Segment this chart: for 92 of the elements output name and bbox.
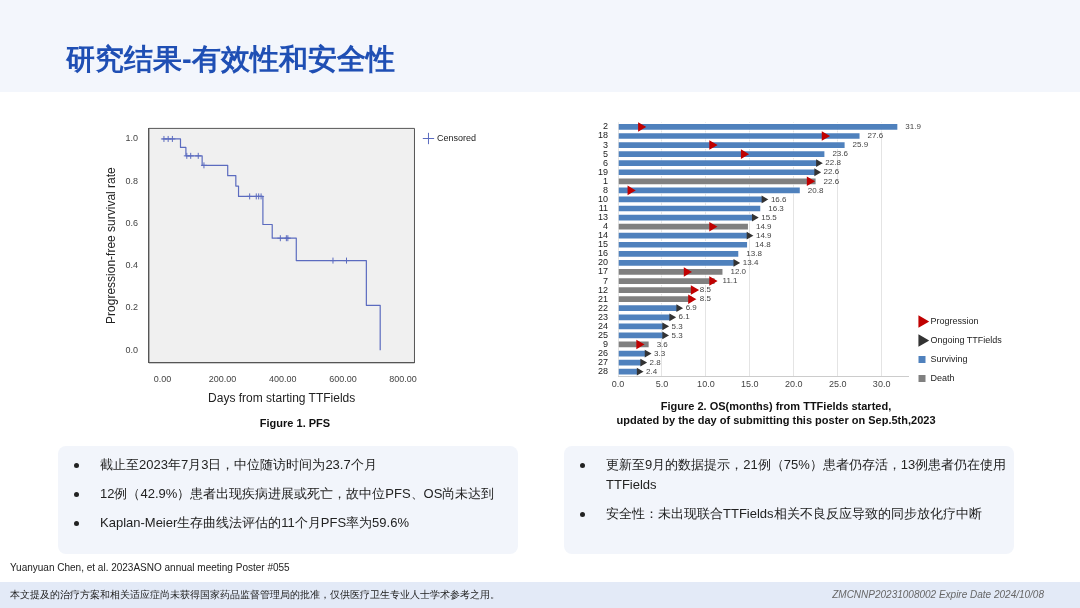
y-tick-label: 27 bbox=[598, 357, 609, 368]
data-label: 3.6 bbox=[656, 339, 669, 349]
y-tick-label: 26 bbox=[598, 348, 609, 359]
y-tick-label: 10 bbox=[598, 193, 609, 204]
x-tick-label: 800.00 bbox=[389, 373, 417, 384]
x-tick-label: 20.0 bbox=[785, 379, 803, 390]
y-tick-label: 28 bbox=[598, 366, 609, 377]
x-tick-label: 30.0 bbox=[872, 379, 891, 390]
x-tick-label: 15.0 bbox=[741, 379, 759, 390]
text: 12例（42.9%）患者出现疾病进展或死亡，故中位PFS、OS尚未达到 bbox=[99, 485, 496, 503]
data-label: 16.3 bbox=[768, 203, 785, 213]
data-label: 13.4 bbox=[742, 258, 759, 268]
x-tick-label: 400.00 bbox=[268, 373, 297, 384]
x-tick-label: 0.00 bbox=[153, 373, 172, 384]
y-tick-label: 0.4 bbox=[125, 260, 138, 271]
y-tick-label: 3 bbox=[603, 139, 609, 150]
y-tick-label: 0.0 bbox=[125, 344, 138, 355]
data-label: 16.6 bbox=[770, 194, 788, 204]
text: 截止至2023年7月3日，中位随访时间为23.7个月 bbox=[99, 456, 378, 474]
legend-label: Censored bbox=[436, 132, 477, 143]
data-label: 11.1 bbox=[722, 276, 739, 286]
data-label: 15.5 bbox=[761, 212, 778, 222]
text: Kaplan-Meier生存曲线法评估的11个月PFS率为59.6% bbox=[99, 514, 410, 532]
legend-label: Surviving bbox=[930, 353, 968, 364]
y-tick-label: 19 bbox=[598, 166, 609, 177]
y-tick-label: 12 bbox=[598, 284, 609, 295]
text: 本文提及的治疗方案和相关适应症尚未获得国家药品监督管理局的批准，仅供医疗卫生专业人士学术参考之用。 bbox=[10, 588, 500, 602]
text: Figure 2. OS(months) from TTFields started, updated by the day of submitting this poster on Sep.5th,2023 bbox=[615, 399, 937, 427]
data-label: 14.8 bbox=[755, 239, 772, 249]
text: 安全性：未出现联合TTFields相关不良反应导致的同步放化疗中断 bbox=[605, 505, 983, 523]
text: ZMCNNP20231008002 Expire Date 2024/10/08 bbox=[832, 589, 1044, 600]
text: 更新至9月的数据提示，21例（75%）患者仍存活，13例患者仍在使用TTFields bbox=[605, 456, 1008, 494]
y-tick-label: 23 bbox=[598, 311, 609, 322]
y-tick-label: 15 bbox=[598, 239, 609, 250]
x-tick-label: 5.0 bbox=[655, 379, 669, 390]
data-label: 27.6 bbox=[867, 131, 884, 141]
data-label: 6.1 bbox=[678, 312, 691, 322]
y-tick-label: 7 bbox=[603, 275, 609, 286]
data-label: 25.9 bbox=[852, 140, 869, 150]
text: Figure 1. PFS bbox=[258, 416, 332, 430]
data-label: 2.4 bbox=[646, 366, 658, 376]
x-tick-label: 600.00 bbox=[329, 373, 357, 384]
y-tick-label: 24 bbox=[598, 320, 609, 331]
y-tick-label: 13 bbox=[598, 212, 609, 223]
data-label: 5.3 bbox=[671, 321, 684, 331]
y-tick-label: 0.6 bbox=[125, 217, 138, 228]
legend-label: Progression bbox=[930, 315, 979, 326]
y-tick-label: 16 bbox=[598, 248, 609, 259]
text: 研究结果-有效性和安全性 bbox=[66, 42, 395, 77]
data-label: 14.9 bbox=[755, 230, 773, 240]
y-tick-label: 25 bbox=[598, 329, 609, 340]
data-label: 31.9 bbox=[905, 122, 922, 132]
y-tick-label: 8 bbox=[603, 184, 609, 195]
x-tick-label: 10.0 bbox=[697, 379, 715, 390]
data-label: 22.8 bbox=[825, 158, 842, 168]
y-tick-label: 1.0 bbox=[125, 133, 138, 144]
y-tick-label: 4 bbox=[603, 221, 609, 232]
data-label: 14.9 bbox=[755, 221, 773, 231]
data-label: 3.3 bbox=[654, 348, 666, 358]
legend-label: Ongoing TTFields bbox=[930, 334, 1003, 345]
data-label: 8.5 bbox=[699, 294, 712, 304]
y-tick-label: 18 bbox=[598, 130, 609, 141]
x-tick-label: 200.00 bbox=[208, 373, 237, 384]
data-label: 13.8 bbox=[746, 249, 763, 259]
data-label: 22.6 bbox=[823, 176, 840, 186]
data-label: 8.5 bbox=[699, 285, 712, 295]
y-tick-label: 1 bbox=[603, 175, 609, 186]
data-label: 12.0 bbox=[730, 267, 747, 277]
y-tick-label: 22 bbox=[598, 302, 609, 313]
x-axis-title: Days from starting TTFields bbox=[208, 391, 356, 406]
x-tick-label: 25.0 bbox=[828, 379, 847, 390]
y-tick-label: 21 bbox=[598, 293, 609, 304]
data-label: 23.6 bbox=[832, 149, 849, 159]
y-tick-label: 20 bbox=[598, 257, 609, 268]
y-tick-label: 14 bbox=[598, 230, 609, 241]
legend-label: Death bbox=[930, 372, 955, 383]
y-tick-label: 2 bbox=[603, 121, 609, 132]
y-tick-label: 5 bbox=[603, 148, 609, 159]
y-tick-label: 6 bbox=[603, 157, 609, 168]
x-tick-label: 0.0 bbox=[611, 379, 625, 390]
y-tick-label: 11 bbox=[598, 203, 609, 213]
data-label: 5.3 bbox=[671, 330, 684, 340]
y-tick-label: 17 bbox=[598, 266, 609, 277]
data-label: 22.6 bbox=[823, 167, 840, 177]
y-axis-title: Progression-free survival rate bbox=[103, 166, 118, 324]
y-tick-label: 0.8 bbox=[125, 175, 138, 186]
y-tick-label: 9 bbox=[603, 338, 609, 349]
data-label: 6.9 bbox=[685, 303, 698, 313]
text: Yuanyuan Chen, et al. 2023ASNO annual meeting Poster #055 bbox=[10, 562, 290, 573]
data-label: 2.8 bbox=[649, 357, 662, 367]
data-label: 20.8 bbox=[807, 185, 824, 195]
y-tick-label: 0.2 bbox=[125, 302, 138, 313]
